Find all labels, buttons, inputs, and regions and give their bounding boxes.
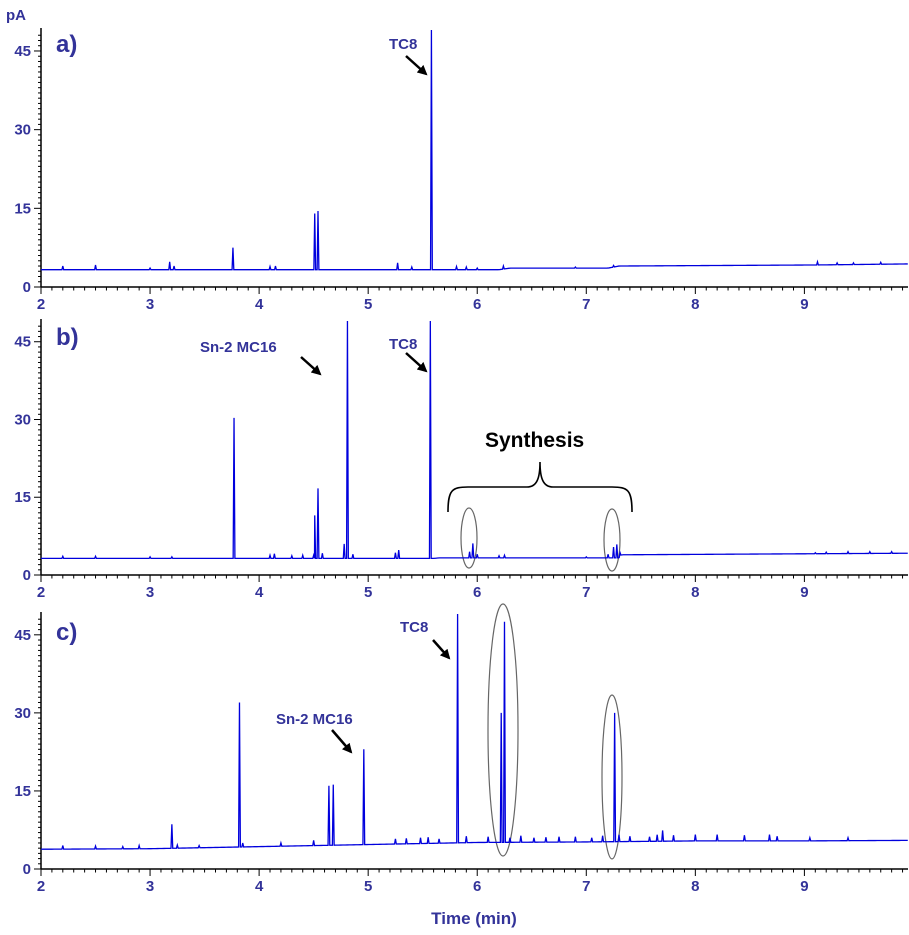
tc8-label-a: TC8 bbox=[389, 36, 417, 53]
tc8-label-c: TC8 bbox=[400, 619, 428, 636]
sn2-mc16-label-c: Sn-2 MC16 bbox=[276, 711, 353, 728]
y-tick-label: 45 bbox=[14, 627, 31, 644]
x-tick-label: 5 bbox=[364, 296, 372, 313]
x-tick-label: 4 bbox=[255, 584, 264, 601]
y-tick-label: 30 bbox=[14, 411, 31, 428]
highlight-ellipse-c1 bbox=[487, 603, 519, 857]
x-tick-label: 9 bbox=[800, 296, 808, 313]
highlight-ellipse-b2 bbox=[603, 508, 621, 572]
x-tick-label: 4 bbox=[255, 878, 264, 895]
panel-label-b: b) bbox=[56, 324, 79, 351]
highlight-ellipse-b1 bbox=[460, 507, 478, 569]
x-tick-label: 3 bbox=[146, 296, 154, 313]
chromatogram-trace bbox=[41, 29, 908, 271]
y-tick-label: 30 bbox=[14, 122, 31, 139]
sn2-mc16-arrow-b bbox=[300, 356, 322, 376]
x-tick-label: 5 bbox=[364, 584, 372, 601]
x-tick-label: 8 bbox=[691, 296, 699, 313]
tc8-arrow-a bbox=[405, 55, 428, 76]
panel-label-a: a) bbox=[56, 31, 77, 58]
tc8-arrow-c bbox=[432, 639, 451, 660]
panel-label-c: c) bbox=[56, 619, 77, 646]
y-tick-label: 45 bbox=[14, 43, 31, 60]
x-tick-label: 2 bbox=[37, 878, 45, 895]
x-tick-label: 6 bbox=[473, 584, 481, 601]
x-tick-label: 2 bbox=[37, 296, 45, 313]
x-tick-label: 7 bbox=[582, 878, 590, 895]
y-tick-label: 15 bbox=[14, 489, 31, 506]
y-tick-label: 15 bbox=[14, 783, 31, 800]
x-tick-label: 2 bbox=[37, 584, 45, 601]
synthesis-label: Synthesis bbox=[485, 429, 584, 452]
tc8-label-b: TC8 bbox=[389, 336, 417, 353]
y-tick-label: 0 bbox=[23, 861, 31, 878]
chromatogram-trace bbox=[40, 613, 908, 850]
chromatogram-trace bbox=[41, 320, 908, 560]
x-tick-label: 5 bbox=[364, 878, 372, 895]
sn2-mc16-label-b: Sn-2 MC16 bbox=[200, 339, 277, 356]
highlight-ellipse-c2 bbox=[601, 694, 623, 860]
y-tick-label: 15 bbox=[14, 200, 31, 217]
x-axis-title: Time (min) bbox=[431, 909, 517, 928]
y-tick-label: 0 bbox=[23, 567, 31, 584]
x-tick-label: 4 bbox=[255, 296, 264, 313]
x-tick-label: 7 bbox=[582, 584, 590, 601]
y-axis-unit-label: pA bbox=[6, 7, 26, 24]
y-tick-label: 0 bbox=[23, 279, 31, 296]
x-tick-label: 3 bbox=[146, 584, 154, 601]
x-tick-label: 3 bbox=[146, 878, 154, 895]
synthesis-brace bbox=[447, 461, 633, 513]
x-tick-label: 8 bbox=[691, 584, 699, 601]
x-tick-label: 6 bbox=[473, 878, 481, 895]
x-tick-label: 8 bbox=[691, 878, 699, 895]
y-tick-label: 30 bbox=[14, 705, 31, 722]
x-tick-label: 9 bbox=[800, 584, 808, 601]
y-tick-label: 45 bbox=[14, 334, 31, 351]
tc8-arrow-b bbox=[405, 352, 428, 373]
x-tick-label: 6 bbox=[473, 296, 481, 313]
sn2-mc16-arrow-c bbox=[331, 729, 353, 754]
x-tick-label: 7 bbox=[582, 296, 590, 313]
x-tick-label: 9 bbox=[800, 878, 808, 895]
